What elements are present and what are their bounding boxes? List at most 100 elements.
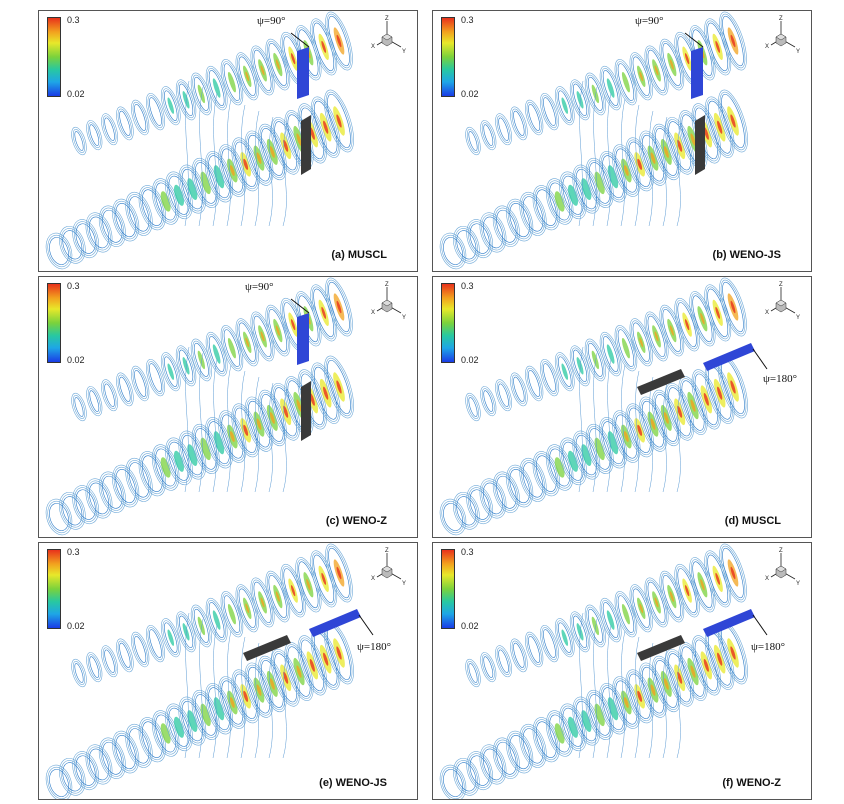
- blade-plate: [297, 313, 309, 365]
- angle-label: ψ=180°: [763, 373, 797, 385]
- blade-plate: [309, 609, 361, 637]
- colorbar-max-label: 0.3: [67, 547, 80, 557]
- colorbar-min-label: 0.02: [461, 355, 479, 365]
- wake-filaments: [578, 346, 682, 493]
- lower-vortex-tube: [45, 89, 354, 270]
- blade-plate-shadow: [301, 115, 311, 175]
- colorbar: [47, 283, 61, 363]
- upper-vortex-tube: [71, 277, 353, 422]
- angle-label: ψ=180°: [751, 641, 785, 653]
- blade-plate-shadow: [243, 635, 291, 661]
- panel-caption: (f) WENO-Z: [722, 777, 781, 789]
- vortex-contours: [439, 277, 768, 536]
- wake-filaments: [184, 612, 288, 759]
- svg-text:X: X: [765, 310, 769, 316]
- vortex-contours: [45, 11, 354, 270]
- blade-plate-shadow: [637, 635, 685, 661]
- vortex-contours: [45, 543, 374, 799]
- svg-text:Z: Z: [385, 548, 389, 554]
- svg-text:Z: Z: [779, 548, 783, 554]
- svg-text:X: X: [371, 576, 375, 582]
- vortex-contours: [45, 277, 354, 536]
- angle-label: ψ=90°: [257, 15, 286, 27]
- upper-vortex-tube: [71, 543, 353, 688]
- panel-caption: (e) WENO-JS: [319, 777, 387, 789]
- angle-pointer: [684, 32, 704, 48]
- colorbar: [441, 17, 455, 97]
- axis-triad-icon: Z X Y: [763, 15, 803, 65]
- lower-vortex-tube: [439, 355, 748, 536]
- upper-vortex-tube: [465, 543, 747, 688]
- lower-vortex-tube: [45, 621, 354, 799]
- colorbar-min-label: 0.02: [67, 355, 85, 365]
- colorbar: [441, 549, 455, 629]
- angle-label: ψ=90°: [245, 281, 274, 293]
- panel-a: 0.3 0.02 ψ=90° Z X Y (a) MUSCL: [38, 10, 418, 272]
- wake-filaments: [578, 612, 682, 759]
- colorbar: [441, 283, 455, 363]
- svg-text:Y: Y: [796, 315, 800, 321]
- svg-text:Y: Y: [402, 581, 406, 587]
- axis-triad-icon: Z X Y: [763, 281, 803, 331]
- wake-filaments: [184, 80, 288, 227]
- panel-e: 0.3 0.02 ψ=180° Z X Y (e) WENO-JS: [38, 542, 418, 800]
- panel-d: 0.3 0.02 ψ=180° Z X Y (d) MUSCL: [432, 276, 812, 538]
- lower-vortex-tube: [439, 621, 748, 799]
- colorbar-min-label: 0.02: [461, 621, 479, 631]
- blade-plate: [691, 47, 703, 99]
- lower-vortex-tube: [439, 89, 748, 270]
- angle-pointer: [752, 348, 768, 370]
- blade-plate-shadow: [301, 381, 311, 441]
- blade-plate: [297, 47, 309, 99]
- panel-b: 0.3 0.02 ψ=90° Z X Y (b) WENO-JS: [432, 10, 812, 272]
- upper-vortex-tube: [465, 277, 747, 422]
- svg-text:Z: Z: [779, 16, 783, 22]
- axis-triad-icon: Z X Y: [369, 281, 409, 331]
- wake-filaments: [578, 80, 682, 227]
- svg-text:Y: Y: [402, 49, 406, 55]
- colorbar-min-label: 0.02: [67, 621, 85, 631]
- colorbar-max-label: 0.3: [461, 15, 474, 25]
- svg-text:Y: Y: [796, 581, 800, 587]
- panel-caption: (b) WENO-JS: [712, 249, 781, 261]
- svg-text:X: X: [371, 310, 375, 316]
- panel-caption: (c) WENO-Z: [325, 515, 387, 527]
- panel-c: 0.3 0.02 ψ=90° Z X Y (c) WENO-Z: [38, 276, 418, 538]
- axis-triad-icon: Z X Y: [369, 15, 409, 65]
- svg-text:Z: Z: [385, 282, 389, 288]
- svg-text:X: X: [371, 44, 375, 50]
- colorbar-max-label: 0.3: [461, 281, 474, 291]
- angle-pointer: [752, 614, 768, 636]
- lower-vortex-tube: [45, 355, 354, 536]
- panel-caption: (a) MUSCL: [331, 249, 387, 261]
- colorbar-min-label: 0.02: [67, 89, 85, 99]
- svg-text:Z: Z: [385, 16, 389, 22]
- svg-text:Y: Y: [402, 315, 406, 321]
- axis-triad-icon: Z X Y: [369, 547, 409, 597]
- blade-plate: [703, 609, 755, 637]
- angle-pointer: [290, 32, 310, 48]
- axis-triad-icon: Z X Y: [763, 547, 803, 597]
- colorbar-min-label: 0.02: [461, 89, 479, 99]
- angle-pointer: [358, 614, 374, 636]
- colorbar: [47, 549, 61, 629]
- angle-pointer: [290, 298, 310, 314]
- svg-text:X: X: [765, 44, 769, 50]
- blade-plate-shadow: [695, 115, 705, 175]
- vortex-contours: [439, 543, 768, 799]
- panel-caption: (d) MUSCL: [724, 515, 781, 527]
- svg-text:X: X: [765, 576, 769, 582]
- blade-plate-shadow: [637, 369, 685, 395]
- angle-label: ψ=180°: [357, 641, 391, 653]
- svg-text:Y: Y: [796, 49, 800, 55]
- colorbar: [47, 17, 61, 97]
- angle-label: ψ=90°: [635, 15, 664, 27]
- vortex-contours: [439, 11, 748, 270]
- panel-f: 0.3 0.02 ψ=180° Z X Y (f) WENO-Z: [432, 542, 812, 800]
- colorbar-max-label: 0.3: [461, 547, 474, 557]
- colorbar-max-label: 0.3: [67, 15, 80, 25]
- wake-filaments: [184, 346, 288, 493]
- blade-plate: [703, 343, 755, 371]
- svg-text:Z: Z: [779, 282, 783, 288]
- colorbar-max-label: 0.3: [67, 281, 80, 291]
